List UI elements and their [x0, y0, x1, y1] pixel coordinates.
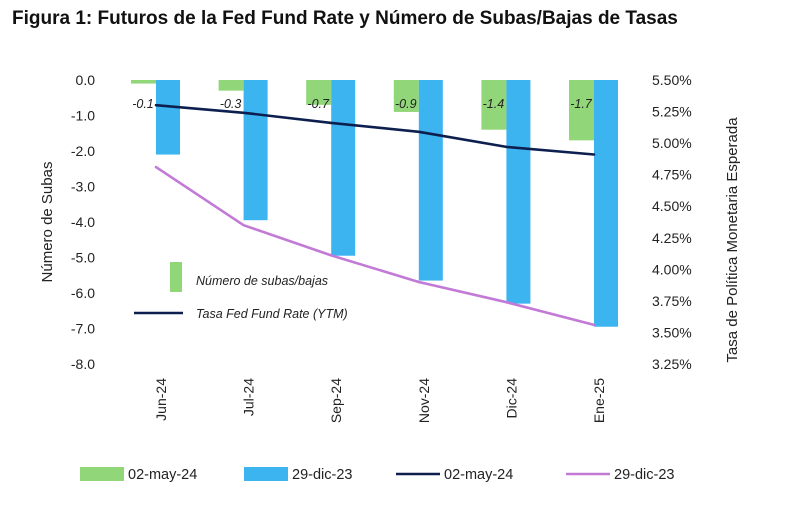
- x-tick-label: Jul-24: [241, 378, 257, 416]
- left-tick-label: -7.0: [71, 321, 95, 337]
- x-tick-label: Nov-24: [416, 378, 432, 423]
- legend-label: 29-dic-23: [614, 467, 674, 483]
- right-tick-label: 4.25%: [652, 230, 692, 246]
- lines-layer: [154, 103, 596, 327]
- inner-legend-label: Número de subas/bajas: [196, 274, 328, 288]
- x-tick-label: Dic-24: [503, 378, 519, 419]
- left-tick-label: -5.0: [71, 250, 95, 266]
- line-02-may-24: [154, 103, 596, 156]
- bar-29-dic-23: [418, 80, 443, 281]
- legend-label: 29-dic-23: [292, 467, 352, 483]
- chart-title: Figura 1: Futuros de la Fed Fund Rate y …: [12, 8, 678, 29]
- left-tick-label: -3.0: [71, 179, 95, 195]
- left-tick-label: -6.0: [71, 285, 95, 301]
- legend-label: 02-may-24: [128, 467, 197, 483]
- legend-swatch-bar: [80, 467, 124, 481]
- right-axis: 5.50% 5.25% 5.00% 4.75% 4.50% 4.25% 4.00% 3.75%…: [652, 72, 692, 372]
- right-tick-label: 5.25%: [652, 104, 692, 120]
- right-tick-label: 5.00%: [652, 135, 692, 151]
- line-29-dic-23: [154, 165, 596, 327]
- legend-swatch-bar: [244, 467, 288, 481]
- bar-data-label: -0.9: [395, 97, 417, 111]
- right-tick-label: 3.25%: [652, 356, 692, 372]
- bar-29-dic-23: [156, 80, 180, 155]
- bar-data-label: -0.1: [132, 97, 154, 111]
- x-tick-label: Jun-24: [153, 378, 169, 421]
- data-labels: -0.1 -0.3 -0.7 -0.9 -1.4 -1.7: [132, 97, 593, 111]
- left-tick-label: 0.0: [76, 72, 96, 88]
- right-tick-label: 4.00%: [652, 261, 692, 277]
- bars-layer: [131, 80, 618, 327]
- bar-29-dic-23: [594, 80, 618, 327]
- bar-data-label: -0.7: [307, 97, 330, 111]
- right-tick-label: 4.50%: [652, 198, 692, 214]
- inner-legend-swatch-bar: [170, 262, 182, 292]
- right-tick-label: 4.75%: [652, 167, 692, 183]
- bar-29-dic-23: [243, 80, 268, 221]
- bar-02-may-24: [569, 80, 594, 141]
- bar-02-may-24: [393, 80, 419, 112]
- bar-02-may-24: [131, 80, 156, 84]
- right-tick-label: 5.50%: [652, 72, 692, 88]
- x-tick-label: Ene-25: [591, 378, 607, 423]
- left-tick-label: -4.0: [71, 214, 95, 230]
- bar-02-may-24: [481, 80, 507, 130]
- left-axis: 0.0 -1.0 -2.0 -3.0 -4.0 -5.0 -6.0 -7.0 -8.0: [71, 72, 95, 372]
- x-axis: Jun-24 Jul-24 Sep-24 Nov-24 Dic-24 Ene-25: [153, 378, 607, 423]
- right-tick-label: 3.50%: [652, 324, 692, 340]
- legend: 02-may-24 29-dic-23 02-may-24 29-dic-23: [80, 467, 674, 483]
- left-tick-label: -2.0: [71, 143, 95, 159]
- x-tick-label: Sep-24: [328, 378, 344, 423]
- bar-data-label: -1.4: [483, 97, 505, 111]
- bar-02-may-24: [306, 80, 332, 105]
- inner-legend: Número de subas/bajas Tasa Fed Fund Rate …: [134, 262, 348, 321]
- bar-data-label: -1.7: [570, 97, 593, 111]
- y-axis-label-left: Número de Subas: [39, 162, 56, 283]
- inner-legend-label: Tasa Fed Fund Rate (YTM): [196, 307, 348, 321]
- right-tick-label: 3.75%: [652, 293, 692, 309]
- y-axis-label-right: Tasa de Política Monetaria Esperada: [724, 117, 741, 363]
- bar-29-dic-23: [331, 80, 356, 256]
- bar-02-may-24: [218, 80, 244, 91]
- bar-data-label: -0.3: [220, 97, 242, 111]
- legend-label: 02-may-24: [444, 467, 513, 483]
- left-tick-label: -1.0: [71, 108, 95, 124]
- bar-29-dic-23: [506, 80, 531, 304]
- left-tick-label: -8.0: [71, 356, 95, 372]
